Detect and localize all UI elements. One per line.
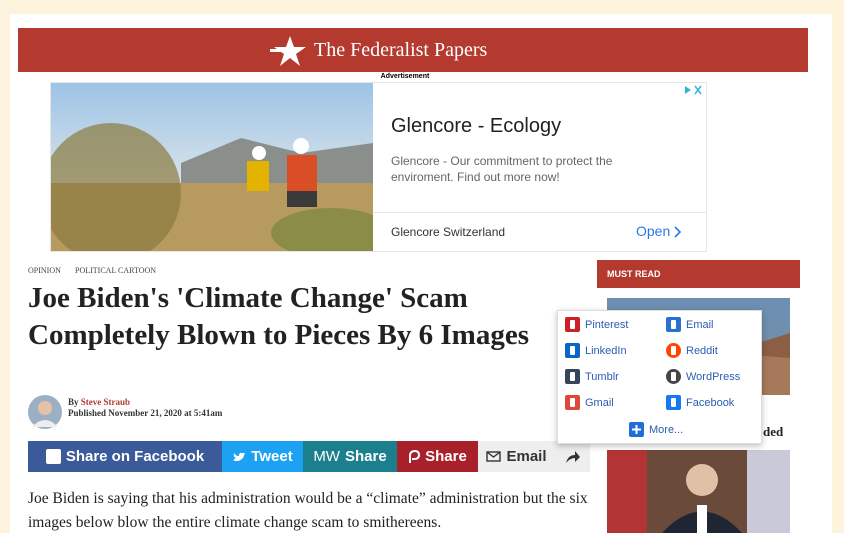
button-label: Share on Facebook: [66, 448, 204, 465]
plus-icon: [629, 422, 644, 437]
logo-star: [270, 32, 310, 70]
ad-choices[interactable]: [683, 85, 703, 95]
ad-advertiser: Glencore Switzerland: [391, 225, 505, 239]
header-bar: The Federalist Papers: [18, 28, 808, 72]
button-label: Share: [345, 448, 387, 465]
menu-label: WordPress: [686, 371, 740, 383]
button-label: Email: [506, 448, 546, 465]
author-avatar: [28, 395, 62, 429]
byline-prefix: By: [68, 397, 79, 407]
share-menu-item[interactable]: Facebook: [666, 395, 734, 410]
menu-label: More...: [649, 424, 683, 436]
share-menu-item[interactable]: Reddit: [666, 343, 718, 358]
email-icon: [486, 451, 501, 462]
share-menu-more[interactable]: More...: [629, 422, 683, 437]
share-arrow: [565, 450, 581, 464]
author[interactable]: Steve Straub: [81, 397, 130, 407]
ad-label: Advertisement: [10, 73, 800, 80]
share-menu-item[interactable]: Pinterest: [565, 317, 628, 332]
ad[interactable]: Glencore - Ecology Glencore - Our commit…: [50, 82, 707, 252]
mewe-icon: MW: [313, 448, 340, 465]
share-parler[interactable]: Share: [397, 441, 478, 472]
parler-icon: [408, 450, 420, 464]
page: The Federalist Papers Advertisement Glen…: [10, 14, 832, 533]
share-menu-item[interactable]: LinkedIn: [565, 343, 627, 358]
menu-label: Email: [686, 319, 714, 331]
menu-label: Tumblr: [585, 371, 619, 383]
category[interactable]: OPINION: [28, 266, 61, 275]
article-body: Joe Biden is saying that his administrat…: [28, 487, 593, 533]
sidebar-title-fragment[interactable]: ded: [763, 424, 783, 440]
ad-description: Glencore - Our commitment to protect the…: [391, 153, 651, 185]
share-menu: Pinterest Email LinkedIn Reddit Tumblr W…: [557, 310, 762, 444]
menu-label: LinkedIn: [585, 345, 627, 357]
share-facebook[interactable]: Share on Facebook: [28, 441, 222, 472]
ad-cta[interactable]: Open: [636, 223, 670, 239]
share-menu-item[interactable]: WordPress: [666, 369, 740, 384]
share-more[interactable]: [555, 441, 590, 472]
share-email[interactable]: Email: [478, 441, 555, 472]
menu-label: Reddit: [686, 345, 718, 357]
page-root: The Federalist Papers Advertisement Glen…: [0, 0, 844, 533]
sidebar-header: MUST READ: [597, 260, 800, 288]
chevron: [673, 225, 683, 239]
headline: Joe Biden's 'Climate Change' Scam Comple…: [28, 280, 576, 354]
button-label: Tweet: [251, 448, 292, 465]
share-twitter[interactable]: Tweet: [222, 441, 303, 472]
menu-label: Gmail: [585, 397, 614, 409]
ad-image: [51, 83, 373, 251]
share-menu-item[interactable]: Email: [666, 317, 714, 332]
menu-label: Facebook: [686, 397, 734, 409]
site-name[interactable]: The Federalist Papers: [314, 39, 487, 62]
published: Published November 21, 2020 at 5:41am: [68, 408, 222, 418]
share-mewe[interactable]: MW Share: [303, 441, 397, 472]
share-menu-item[interactable]: Gmail: [565, 395, 614, 410]
ad-title[interactable]: Glencore - Ecology: [391, 115, 561, 138]
menu-label: Pinterest: [585, 319, 628, 331]
share-menu-item[interactable]: Tumblr: [565, 369, 619, 384]
twitter-icon: [232, 451, 246, 463]
category[interactable]: POLITICAL CARTOON: [75, 266, 156, 275]
button-label: Share: [425, 448, 467, 465]
byline: By Steve Straub: [68, 397, 130, 407]
sidebar-heading: MUST READ: [607, 269, 661, 279]
sidebar-image[interactable]: [607, 450, 790, 533]
ad-divider: [373, 212, 706, 213]
